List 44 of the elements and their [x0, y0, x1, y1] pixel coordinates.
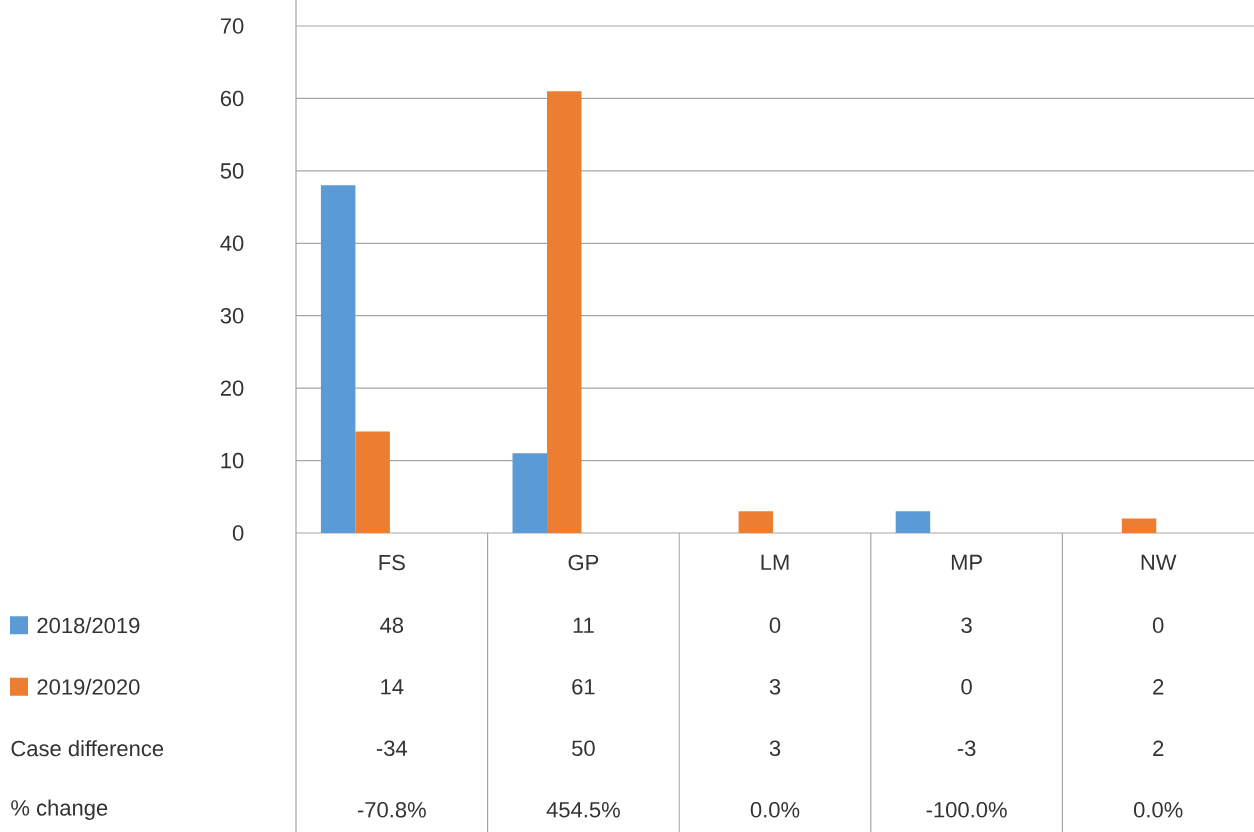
bar	[895, 511, 931, 533]
y-tick-label: 0	[232, 525, 244, 541]
bar	[355, 431, 390, 533]
bar	[547, 91, 582, 533]
text: 0.0%	[1133, 801, 1183, 818]
x-tick-label: GP	[568, 554, 599, 571]
legend-label: 2019/2020	[37, 678, 140, 695]
text: -3	[957, 740, 976, 757]
y-tick-label: 40	[220, 235, 244, 252]
data-label: 2	[1153, 679, 1164, 695]
y-tick-label: 70	[220, 18, 244, 34]
data-label: 11	[573, 617, 594, 633]
data-label: 3	[769, 678, 781, 695]
text: 2	[1153, 740, 1164, 756]
y-tick-label: 20	[220, 380, 244, 396]
bar	[512, 453, 547, 533]
data-label: 0	[961, 678, 972, 695]
data-label: 14	[381, 679, 404, 695]
bar	[1121, 518, 1157, 533]
bar	[320, 185, 356, 533]
data-label: 0	[1152, 617, 1164, 634]
text: -70.8%	[357, 801, 426, 818]
x-tick-label: LM	[761, 554, 789, 570]
y-tick-label: 10	[221, 452, 244, 469]
y-tick-label: 50	[220, 163, 244, 179]
y-tick-label: 30	[220, 307, 244, 324]
text: -34	[376, 740, 408, 757]
text: % change	[11, 799, 108, 820]
data-label: 3	[961, 617, 972, 634]
data-label: 48	[380, 617, 404, 634]
text: Case difference	[11, 740, 164, 757]
text: 50	[572, 740, 595, 757]
text: 454.5%	[546, 802, 620, 818]
text: 3	[769, 740, 781, 757]
data-label: 61	[572, 678, 595, 695]
bar	[738, 511, 774, 533]
text: 0.0%	[750, 801, 800, 818]
y-tick-label: 60	[220, 90, 244, 107]
text: -100.0%	[926, 801, 1007, 818]
data-label: 0	[769, 617, 781, 634]
x-tick-label: NW	[1141, 554, 1177, 570]
x-tick-label: MP	[951, 554, 982, 570]
x-tick-label: FS	[379, 554, 405, 571]
legend-label: 2018/2019	[37, 617, 140, 634]
